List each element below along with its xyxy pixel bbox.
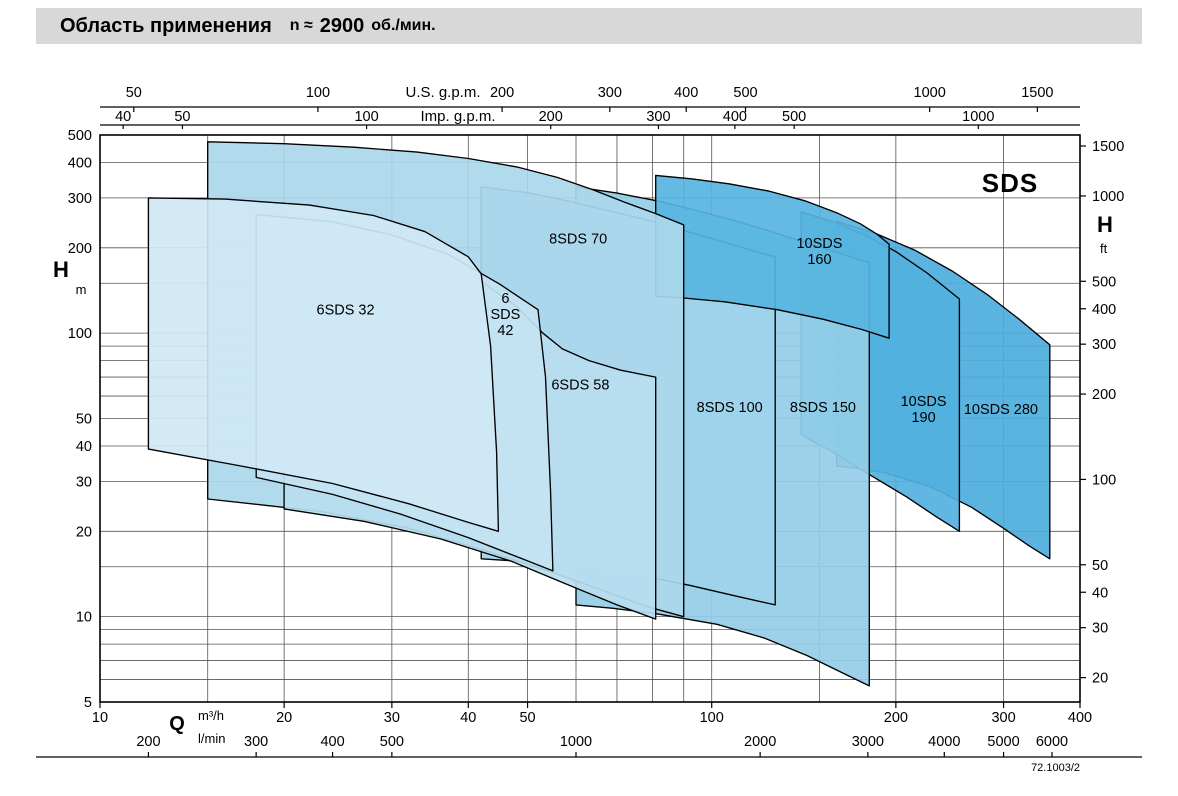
q-lmin-tick-label: 5000 [987,734,1019,750]
us-gpm-tick-label: 400 [674,85,698,101]
imp-gpm-tick-label: 50 [174,109,190,125]
imp-gpm-tick-label: 300 [646,109,670,125]
region-label-10sds-160: 10SDS [796,236,842,252]
region-label-8sds-150: 8SDS 150 [790,400,856,416]
region-label-6sds-58: 6SDS 58 [551,377,609,393]
h-ft-tick-label: 20 [1092,671,1108,687]
region-6sds-32 [147,197,500,532]
q-m3h-tick-label: 20 [276,710,292,726]
q-lmin-tick-label: 4000 [928,734,960,750]
series-badge: SDS [982,168,1038,198]
h-ft-tick-label: 300 [1092,337,1116,353]
us-gpm-axis-title: U.S. g.p.m. [405,84,480,101]
region-label-6sds-42: SDS [491,307,521,323]
speed-symbol: n ≈ [289,17,313,34]
chart-title: Область применения [60,14,272,37]
q-lmin-tick-label: 200 [136,734,160,750]
imp-gpm-tick-label: 200 [539,109,563,125]
region-label-8sds-70: 8SDS 70 [549,231,607,247]
q-lmin-axis-unit: l/min [198,731,225,746]
h-m-tick-label: 300 [68,191,92,207]
h-ft-tick-label: 1500 [1092,139,1124,155]
q-m3h-tick-label: 30 [384,710,400,726]
us-gpm-tick-label: 300 [598,85,622,101]
title-bar: Область применения n ≈ 2900 об./мин. [36,8,1142,44]
us-gpm-tick-label: 1000 [914,85,946,101]
h-ft-axis-unit: ft [1100,241,1108,256]
imp-gpm-tick-label: 1000 [962,109,994,125]
q-m3h-tick-label: 400 [1068,710,1092,726]
imp-gpm-tick-label: 40 [115,109,131,125]
us-gpm-tick-label: 100 [306,85,330,101]
plot-border [99,134,1081,703]
q-m3h-axis-unit: m³/h [198,708,224,723]
h-m-tick-label: 40 [76,439,92,455]
q-lmin-tick-label: 400 [320,734,344,750]
imp-gpm-tick-label: 100 [354,109,378,125]
speed-value: 2900 [319,14,365,37]
h-m-tick-label: 100 [68,326,92,342]
h-ft-tick-label: 1000 [1092,189,1124,205]
h-m-axis-unit: m [76,282,87,297]
q-lmin-tick-label: 6000 [1036,734,1068,750]
q-m3h-tick-label: 10 [92,710,108,726]
q-lmin-tick-label: 500 [380,734,404,750]
region-10sds-160 [655,174,890,339]
region-label-10sds-190: 10SDS [901,394,947,410]
figure-reference: 72.1003/2 [1031,762,1080,774]
q-m3h-tick-label: 200 [884,710,908,726]
h-m-tick-label: 5 [84,695,92,711]
h-m-tick-label: 500 [68,128,92,144]
q-axis-title: Q [169,713,185,735]
h-m-tick-label: 30 [76,474,92,490]
region-label-6sds-42: 42 [497,323,513,339]
region-label-6sds-32: 6SDS 32 [317,303,375,319]
us-gpm-tick-label: 1500 [1021,85,1053,101]
q-m3h-tick-label: 300 [991,710,1015,726]
q-m3h-tick-label: 40 [460,710,476,726]
q-lmin-tick-label: 1000 [560,734,592,750]
h-m-tick-label: 400 [68,155,92,171]
h-ft-axis-title: H [1097,212,1113,237]
h-m-tick-label: 10 [76,610,92,626]
region-label-10sds-280: 10SDS 280 [964,402,1038,418]
us-gpm-tick-label: 200 [490,85,514,101]
q-lmin-tick-label: 2000 [744,734,776,750]
region-label-8sds-100: 8SDS 100 [697,400,763,416]
h-ft-tick-label: 200 [1092,387,1116,403]
h-ft-tick-label: 40 [1092,585,1108,601]
q-m3h-tick-label: 50 [519,710,535,726]
h-ft-tick-label: 30 [1092,621,1108,637]
h-m-tick-label: 20 [76,524,92,540]
h-m-tick-label: 50 [76,412,92,428]
q-m3h-tick-label: 100 [700,710,724,726]
h-ft-tick-label: 400 [1092,302,1116,318]
q-lmin-tick-label: 3000 [852,734,884,750]
h-ft-tick-label: 500 [1092,274,1116,290]
h-m-axis-title: H [53,257,69,282]
region-label-10sds-160: 160 [807,252,831,268]
region-label-10sds-190: 190 [911,410,935,426]
q-lmin-tick-label: 300 [244,734,268,750]
h-ft-tick-label: 100 [1092,472,1116,488]
imp-gpm-tick-label: 500 [782,109,806,125]
h-m-tick-label: 200 [68,241,92,257]
region-label-6sds-42: 6 [501,291,509,307]
imp-gpm-tick-label: 400 [723,109,747,125]
us-gpm-tick-label: 50 [126,85,142,101]
imp-gpm-axis-title: Imp. g.p.m. [420,108,495,125]
speed-unit: об./мин. [371,17,436,34]
h-ft-tick-label: 50 [1092,558,1108,574]
us-gpm-tick-label: 500 [733,85,757,101]
